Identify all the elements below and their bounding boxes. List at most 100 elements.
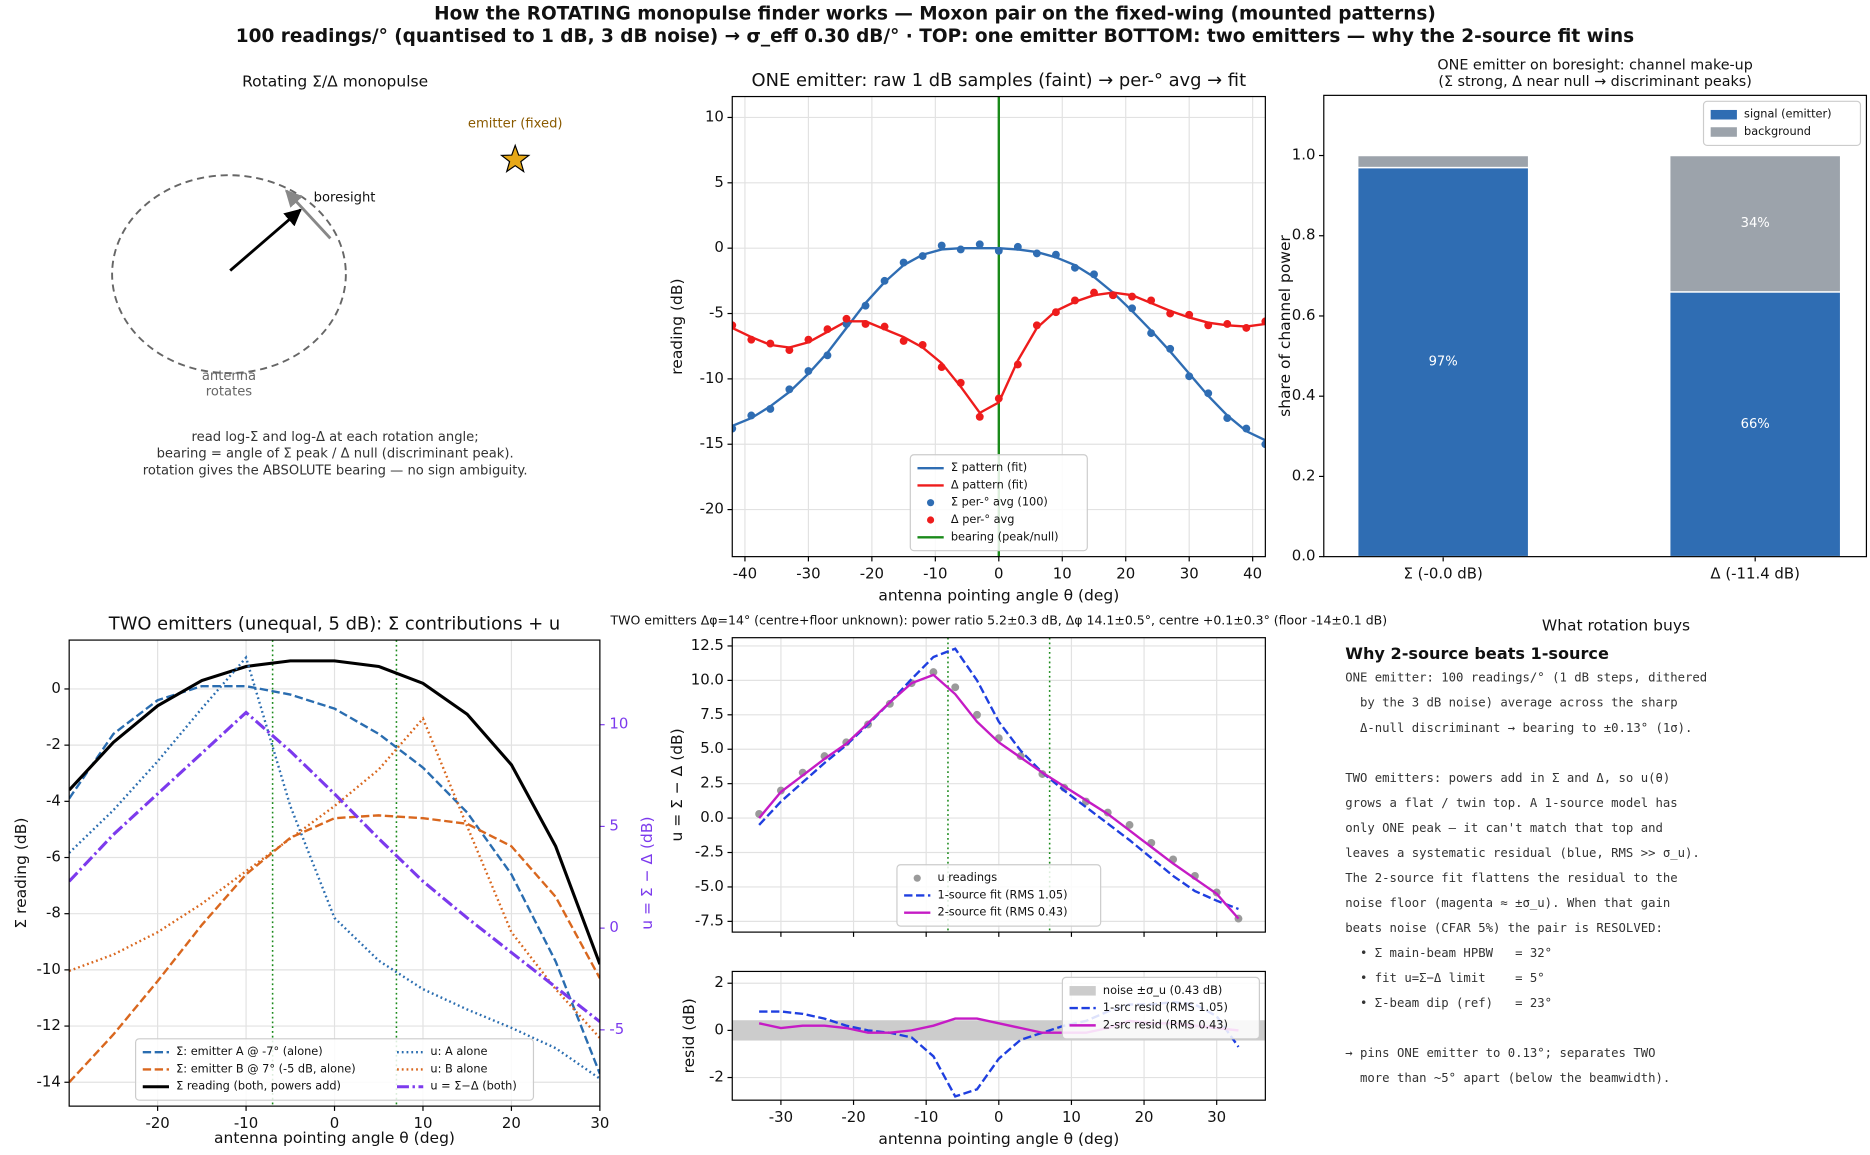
data-point [804, 367, 813, 375]
bar-segment [1356, 154, 1530, 169]
data-point [785, 346, 794, 355]
notes-line: by the 3 dB noise) average across the sh… [1345, 696, 1677, 710]
y-tick-label: 0.6 [1292, 306, 1316, 324]
series-line [69, 814, 600, 1084]
y-tick-label: -6 [46, 848, 61, 866]
x-tick-label: -10 [234, 1114, 258, 1132]
data-point [1090, 288, 1098, 297]
series-line [69, 716, 600, 1039]
data-point [1013, 360, 1022, 369]
data-point [1261, 440, 1266, 449]
data-point [1223, 320, 1232, 328]
y-tick-label: 7.5 [700, 705, 724, 723]
notes-line: • fit u=Σ−Δ limit = 5° [1345, 971, 1544, 985]
y-tick-label: 0.8 [1292, 226, 1316, 244]
x-axis-label: antenna pointing angle θ (deg) [214, 1129, 455, 1147]
data-point [1204, 321, 1213, 330]
chart-title: TWO emitters Δφ=14° (centre+floor unknow… [609, 613, 1387, 628]
data-point [785, 385, 794, 394]
x-tick-label: 0 [994, 1108, 1003, 1126]
data-point [937, 241, 946, 250]
y-tick-label: 2.5 [700, 774, 724, 792]
diagram-caption: rotation gives the ABSOLUTE bearing — no… [143, 463, 528, 478]
data-point [975, 412, 984, 421]
data-point [747, 411, 756, 420]
x-axis-label: antenna pointing angle θ (deg) [878, 586, 1119, 604]
series-line [758, 673, 1240, 920]
value-label: 34% [1741, 216, 1770, 231]
x-tick-label: 30 [590, 1114, 609, 1132]
y-tick-label: 5 [714, 173, 723, 191]
y-tick-label: -12 [36, 1016, 60, 1034]
legend: u readings 1-source fit (RMS 1.05) 2-sourc… [896, 864, 1102, 927]
data-point [823, 351, 832, 360]
emitter-star [499, 143, 531, 173]
y-tick-label: 0.0 [700, 808, 724, 826]
x-tick-label: 20 [502, 1114, 521, 1132]
x-tick-label: -40 [733, 565, 757, 583]
notes-line: leaves a systematic residual (blue, RMS … [1345, 846, 1700, 860]
series-line [69, 684, 600, 1075]
legend-box [135, 1038, 535, 1101]
notes-line: only ONE peak — it can't match that top … [1345, 821, 1663, 835]
legend-label: Δ per-° avg [951, 512, 1015, 526]
data-point [1051, 308, 1060, 317]
axes-frame [731, 95, 1266, 558]
x-tick-label: 30 [1207, 1108, 1226, 1126]
y-tick-label: 0 [51, 679, 60, 697]
data-point [899, 337, 908, 345]
legend-label: bearing (peak/null) [951, 529, 1059, 543]
notes-line: grows a flat / twin top. A 1-source mode… [1345, 796, 1677, 810]
chart-title: TWO emitters (unequal, 5 dB): Σ contribu… [108, 614, 560, 635]
value-label: 66% [1741, 417, 1770, 432]
y2-axis-label: u = Σ − Δ (dB) [638, 816, 656, 929]
y2-tick-label: 0 [609, 918, 618, 936]
data-point [766, 405, 775, 413]
legend-label: background [1744, 124, 1811, 138]
data-point [1051, 250, 1060, 259]
x-tick-label: 20 [1116, 565, 1135, 583]
y-tick-label: 0.2 [1292, 466, 1316, 484]
data-point [1071, 263, 1079, 272]
y-tick-label: -14 [36, 1072, 60, 1090]
data-point [747, 335, 756, 344]
x-tick-label: 0 [330, 1114, 339, 1132]
data-point [823, 325, 832, 334]
y-tick-label: -10 [36, 960, 60, 978]
legend-swatch [913, 874, 921, 882]
data-point [1125, 821, 1134, 829]
data-point [1109, 291, 1117, 300]
data-point [951, 683, 960, 692]
legend-label: signal (emitter) [1744, 107, 1832, 121]
notes-line: ONE emitter: 100 readings/° (1 dB steps,… [1345, 671, 1707, 685]
data-point [1242, 323, 1251, 332]
series-line [69, 710, 600, 1023]
y-tick-label: 0.0 [1292, 547, 1316, 565]
plot-area [755, 637, 1243, 933]
boresight-label: boresight [314, 190, 376, 205]
x-tick-label: -10 [914, 1108, 938, 1126]
legend-label: u: B alone [430, 1061, 487, 1075]
legend-box [909, 454, 1088, 552]
y-axis-label: reading (dB) [668, 278, 686, 374]
y-axis-label: u = Σ − Δ (dB) [668, 728, 686, 841]
antenna-label: antenna [202, 369, 256, 384]
x-tick-label: 0 [994, 565, 1003, 583]
data-point [1032, 321, 1041, 330]
data-point [1128, 292, 1137, 301]
legend-label: Σ: emitter A @ -7° (alone) [176, 1044, 323, 1058]
x-tick-label: 10 [413, 1114, 432, 1132]
diagram: Rotating Σ/Δ monopulse boresight emitter… [111, 73, 563, 478]
data-point [842, 314, 851, 323]
series-line [69, 659, 600, 965]
bar-segment [1356, 166, 1530, 558]
legend-swatch [927, 516, 935, 524]
notes-line: beats noise (CFAR 5%) the pair is RESOLV… [1345, 921, 1663, 935]
series-line [758, 647, 1239, 911]
notes-line: more than ~5° apart (below the beamwidth… [1345, 1071, 1670, 1085]
notes-line: • Σ main-beam HPBW = 32° [1345, 946, 1552, 960]
notes-line: • Σ-beam dip (ref) = 23° [1345, 996, 1552, 1010]
data-point [1032, 249, 1041, 258]
data-point [918, 340, 927, 349]
